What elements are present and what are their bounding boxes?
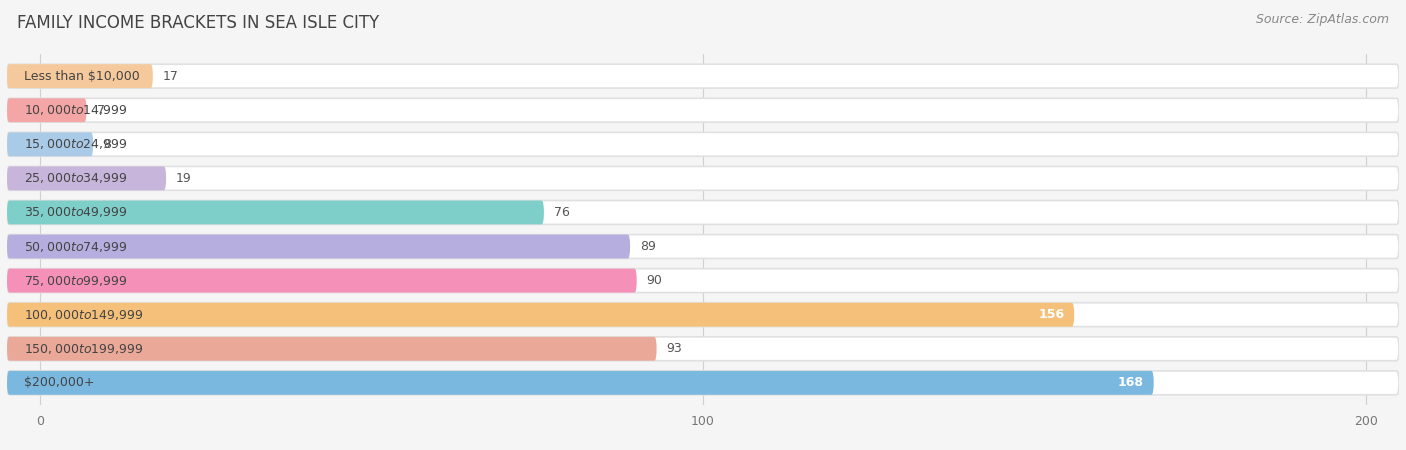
FancyBboxPatch shape [7, 234, 1399, 258]
Text: $10,000 to $14,999: $10,000 to $14,999 [24, 103, 127, 117]
FancyBboxPatch shape [7, 166, 166, 190]
Text: Less than $10,000: Less than $10,000 [24, 70, 139, 83]
FancyBboxPatch shape [7, 371, 1399, 395]
Text: $25,000 to $34,999: $25,000 to $34,999 [24, 171, 127, 185]
Text: $100,000 to $149,999: $100,000 to $149,999 [24, 308, 143, 322]
FancyBboxPatch shape [7, 201, 1399, 225]
FancyBboxPatch shape [7, 269, 637, 292]
FancyBboxPatch shape [7, 64, 153, 88]
Text: Source: ZipAtlas.com: Source: ZipAtlas.com [1256, 14, 1389, 27]
Text: $15,000 to $24,999: $15,000 to $24,999 [24, 137, 127, 151]
FancyBboxPatch shape [7, 132, 93, 156]
Text: $50,000 to $74,999: $50,000 to $74,999 [24, 239, 127, 253]
FancyBboxPatch shape [7, 132, 1399, 156]
Text: $35,000 to $49,999: $35,000 to $49,999 [24, 206, 127, 220]
FancyBboxPatch shape [7, 303, 1399, 327]
FancyBboxPatch shape [7, 166, 1399, 190]
Text: $75,000 to $99,999: $75,000 to $99,999 [24, 274, 127, 288]
Text: 93: 93 [666, 342, 682, 355]
Text: 8: 8 [103, 138, 111, 151]
FancyBboxPatch shape [7, 337, 657, 361]
Text: 89: 89 [640, 240, 657, 253]
Text: $200,000+: $200,000+ [24, 376, 94, 389]
Text: 168: 168 [1118, 376, 1144, 389]
Text: 76: 76 [554, 206, 569, 219]
FancyBboxPatch shape [7, 371, 1154, 395]
FancyBboxPatch shape [7, 303, 1074, 327]
FancyBboxPatch shape [7, 201, 544, 225]
FancyBboxPatch shape [7, 234, 630, 258]
FancyBboxPatch shape [7, 269, 1399, 292]
FancyBboxPatch shape [7, 98, 87, 122]
Text: 19: 19 [176, 172, 191, 185]
FancyBboxPatch shape [7, 337, 1399, 361]
Text: 90: 90 [647, 274, 662, 287]
Text: $150,000 to $199,999: $150,000 to $199,999 [24, 342, 143, 356]
FancyBboxPatch shape [7, 64, 1399, 88]
Text: FAMILY INCOME BRACKETS IN SEA ISLE CITY: FAMILY INCOME BRACKETS IN SEA ISLE CITY [17, 14, 380, 32]
Text: 7: 7 [97, 104, 104, 117]
Text: 17: 17 [163, 70, 179, 83]
Text: 156: 156 [1038, 308, 1064, 321]
FancyBboxPatch shape [7, 98, 1399, 122]
